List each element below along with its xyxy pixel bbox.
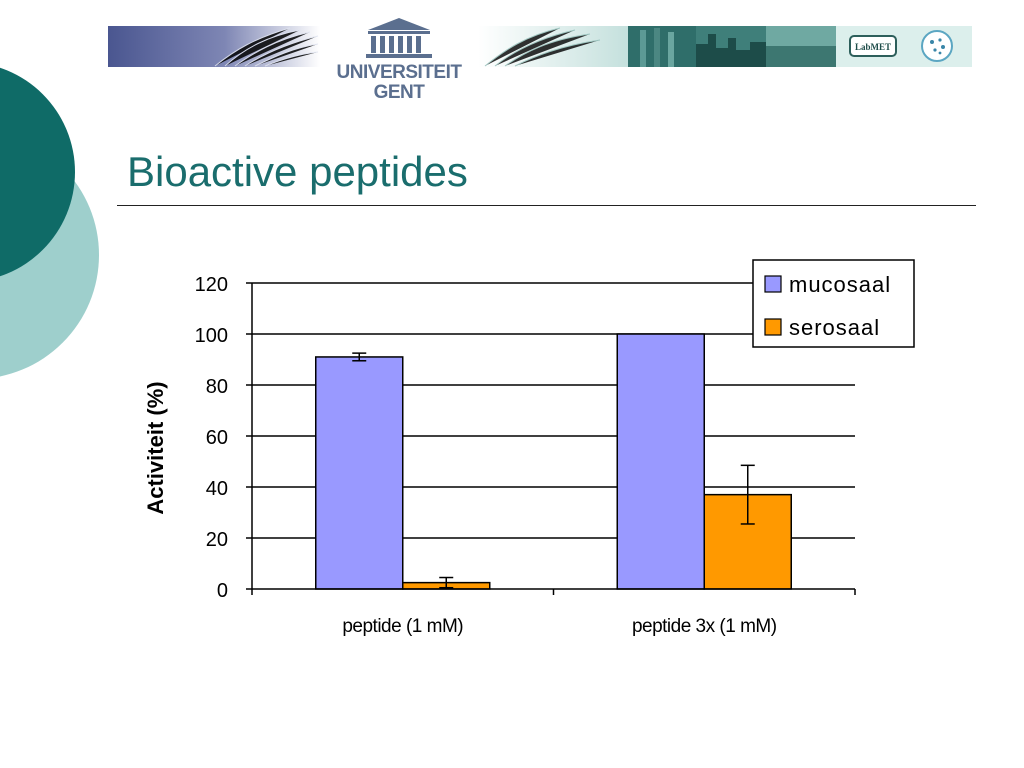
- slide-title: Bioactive peptides: [127, 148, 468, 195]
- banner-photo-building: [628, 26, 696, 67]
- tick-labels: 0 20 40 60 80 100 120 peptide (1 mM) peptide 3x …: [195, 274, 778, 637]
- error-bars: [352, 352, 755, 589]
- x-category-label-0: peptide (1 mM): [342, 616, 463, 637]
- university-logo-icon: [366, 18, 432, 58]
- y-tick-label-80: 80: [206, 376, 228, 398]
- x-category-label-1: peptide 3x (1 mM): [632, 616, 777, 637]
- error-bar-serosaal-1: [740, 464, 755, 525]
- y-tick-label-0: 0: [217, 580, 228, 602]
- y-tick-label-40: 40: [206, 478, 228, 500]
- error-bar-mucosaal-0: [352, 352, 367, 362]
- y-tick-label-120: 120: [195, 274, 228, 296]
- legend-swatch-serosaal: [764, 318, 782, 336]
- y-tick-label-100: 100: [195, 325, 228, 347]
- y-tick-label-60: 60: [206, 427, 228, 449]
- title-divider: [117, 205, 976, 206]
- lab-circle-logo-icon: [921, 30, 953, 62]
- labmet-logo: LabMET: [849, 35, 897, 57]
- bar-mucosaal-0: [315, 356, 404, 590]
- y-tick-label-20: 20: [206, 529, 228, 551]
- bar-mucosaal-1: [616, 333, 705, 590]
- legend: mucosaal serosaal: [752, 259, 915, 348]
- labmet-logo-text: LabMET: [855, 42, 891, 52]
- legend-swatch-mucosaal: [764, 275, 782, 293]
- y-axis-label: Activiteit (%): [143, 381, 168, 514]
- legend-label-serosaal: serosaal: [789, 315, 880, 340]
- university-name-line2: GENT: [373, 82, 425, 103]
- axes: [246, 282, 856, 595]
- university-name-line1: UNIVERSITEIT: [336, 62, 462, 83]
- decorative-circles: [0, 67, 99, 377]
- banner-left-strip: [108, 26, 320, 67]
- error-bar-serosaal-0: [439, 576, 454, 589]
- header-banner: LabMET: [108, 18, 972, 67]
- dark-teal-circle: [0, 67, 75, 277]
- legend-label-mucosaal: mucosaal: [789, 272, 891, 297]
- banner-right-strip: LabMET: [478, 26, 972, 67]
- bars: [315, 333, 792, 590]
